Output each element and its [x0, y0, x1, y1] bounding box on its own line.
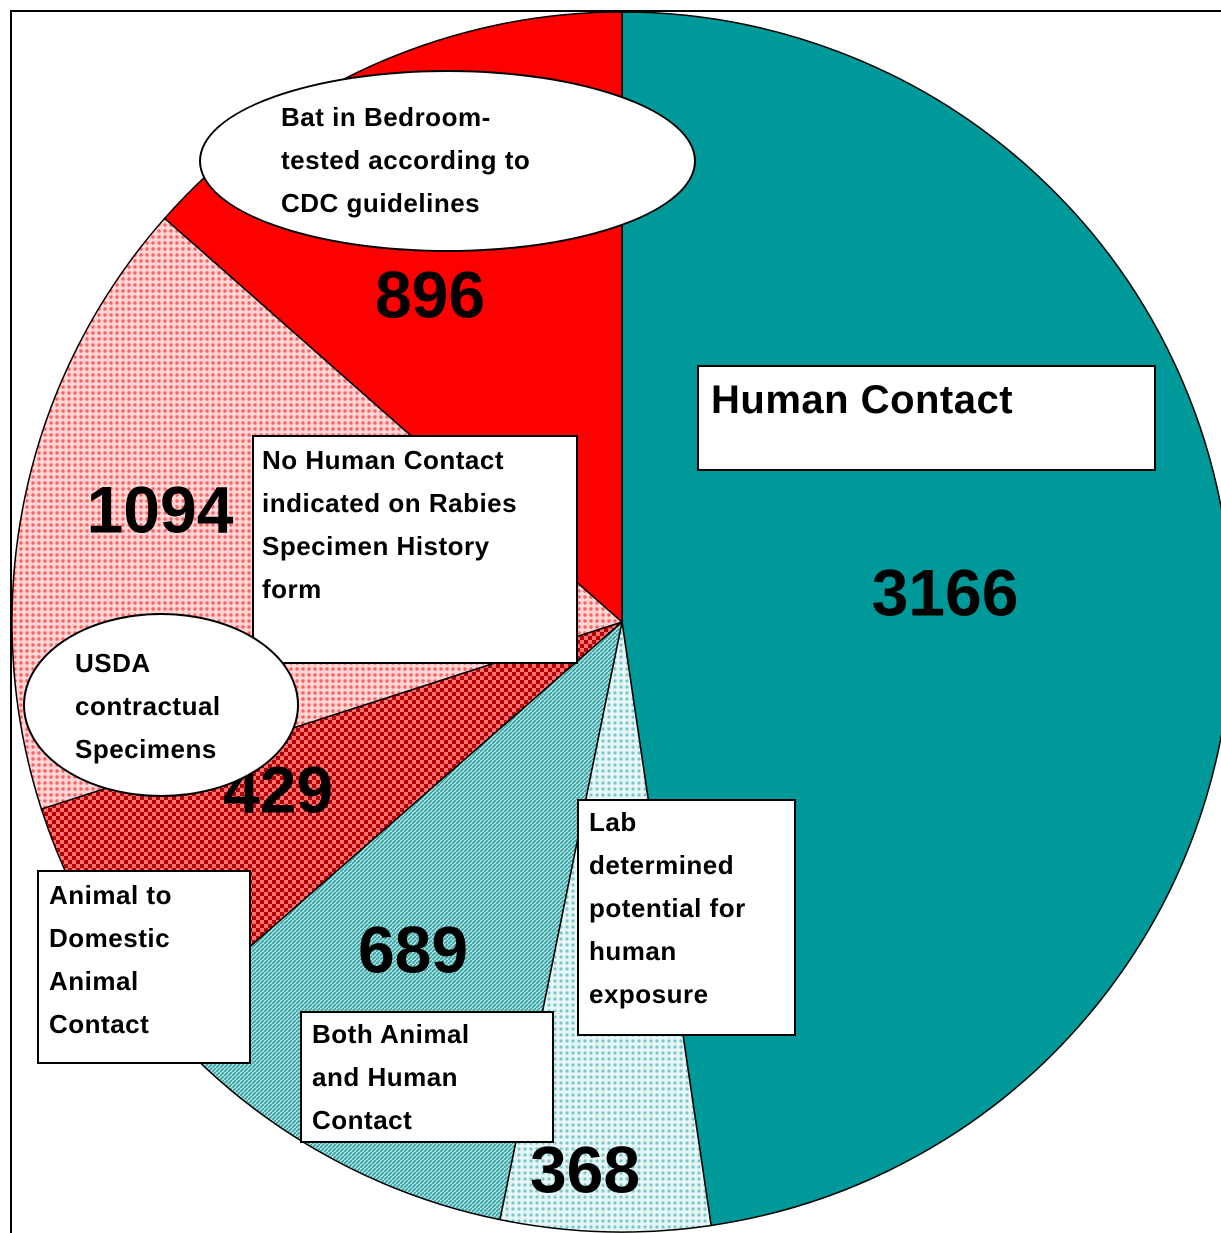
value-label: 896: [375, 257, 485, 331]
frame: [10, 10, 1221, 1233]
slice-label: Animal to Domestic Animal Contact: [37, 870, 251, 1064]
slice-label: Lab determined potential for human expos…: [577, 799, 796, 1036]
slice-label: No Human Contact indicated on Rabies Spe…: [252, 435, 578, 664]
slice-label: Both Animal and Human Contact: [300, 1011, 554, 1143]
value-label: 689: [358, 912, 468, 986]
slice-label: Human Contact: [697, 365, 1156, 471]
value-label: 1094: [87, 472, 234, 546]
value-label: 3166: [872, 555, 1019, 629]
value-label: 368: [530, 1132, 640, 1206]
slice-label: Bat in Bedroom- tested according to CDC …: [199, 70, 696, 252]
annotation: USDA contractual Specimens: [23, 613, 299, 797]
